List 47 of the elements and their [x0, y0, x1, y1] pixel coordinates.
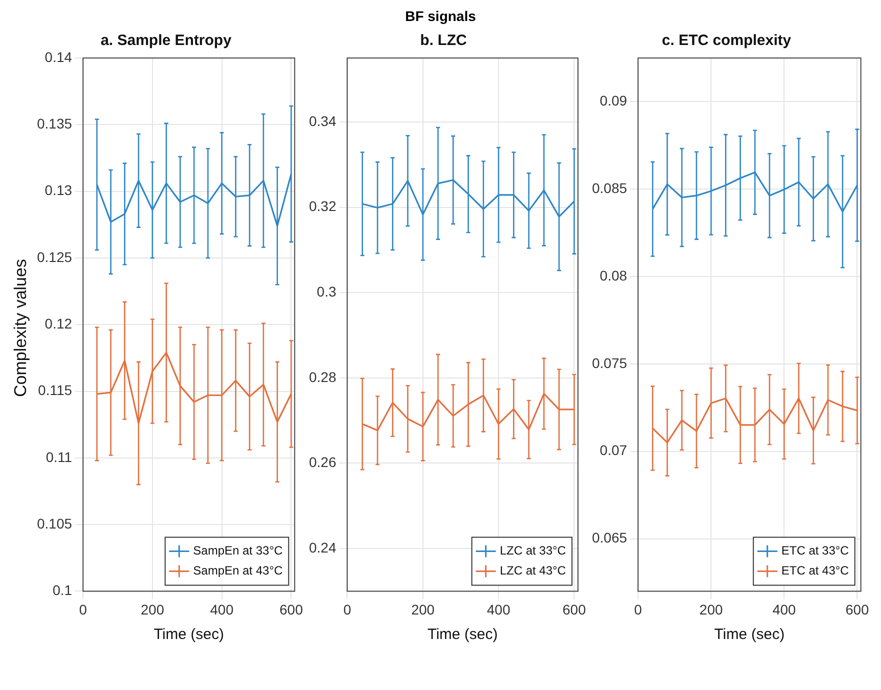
x-tick-label: 0: [634, 601, 642, 618]
y-tick-label: 0.07: [600, 442, 628, 458]
y-tick-label: 0.065: [592, 530, 628, 546]
y-tick-label: 0.105: [36, 515, 72, 532]
y-tick-label: 0.13: [44, 182, 72, 198]
x-tick-label: 600: [846, 601, 870, 618]
chart-title: b. LZC: [420, 32, 467, 50]
y-tick-label: 0.14: [44, 48, 72, 65]
legend-label: LZC at 33°C: [500, 544, 566, 558]
x-tick-label: 0: [343, 601, 352, 618]
legend-label: SampEn at 33°C: [193, 544, 283, 558]
legend-label: ETC at 33°C: [781, 544, 850, 558]
x-tick-label: 600: [562, 601, 586, 618]
x-tick-label: 400: [210, 601, 234, 618]
x-tick-label: 200: [140, 601, 164, 618]
x-tick-label: 200: [411, 601, 435, 618]
text: BF signals: [404, 8, 477, 26]
x-tick-label: 600: [280, 601, 304, 618]
y-tick-label: 0.34: [309, 112, 336, 129]
x-tick-label: 400: [486, 601, 510, 618]
x-axis-title: Time (sec): [714, 626, 785, 644]
y-tick-label: 0.24: [309, 539, 336, 556]
y-tick-label: 0.09: [600, 92, 628, 109]
y-tick-label: 0.3: [316, 283, 336, 300]
legend-label: LZC at 43°C: [500, 564, 566, 578]
chart-title: c. ETC complexity: [662, 32, 792, 50]
y-tick-label: 0.085: [592, 180, 628, 196]
y-axis-title: Complexity values: [11, 259, 31, 397]
legend-label: SampEn at 43°C: [193, 564, 283, 578]
y-tick-label: 0.32: [309, 198, 336, 214]
y-tick-label: 0.1: [52, 582, 72, 598]
y-tick-label: 0.115: [38, 382, 72, 398]
chart-title: a. Sample Entropy: [100, 32, 232, 50]
y-tick-label: 0.135: [36, 116, 72, 132]
x-axis-title: Time (sec): [154, 626, 224, 644]
y-tick-label: 0.125: [36, 248, 72, 265]
x-tick-label: 400: [772, 601, 796, 618]
y-tick-label: 0.075: [592, 354, 628, 371]
y-tick-label: 0.26: [309, 454, 336, 470]
legend-label: ETC at 43°C: [781, 564, 850, 578]
y-tick-label: 0.08: [600, 267, 628, 284]
y-tick-label: 0.12: [44, 315, 72, 332]
x-tick-label: 0: [79, 601, 88, 618]
y-tick-label: 0.28: [309, 368, 336, 385]
y-tick-label: 0.11: [46, 448, 72, 465]
x-axis-title: Time (sec): [427, 626, 498, 644]
x-tick-label: 200: [699, 601, 723, 618]
